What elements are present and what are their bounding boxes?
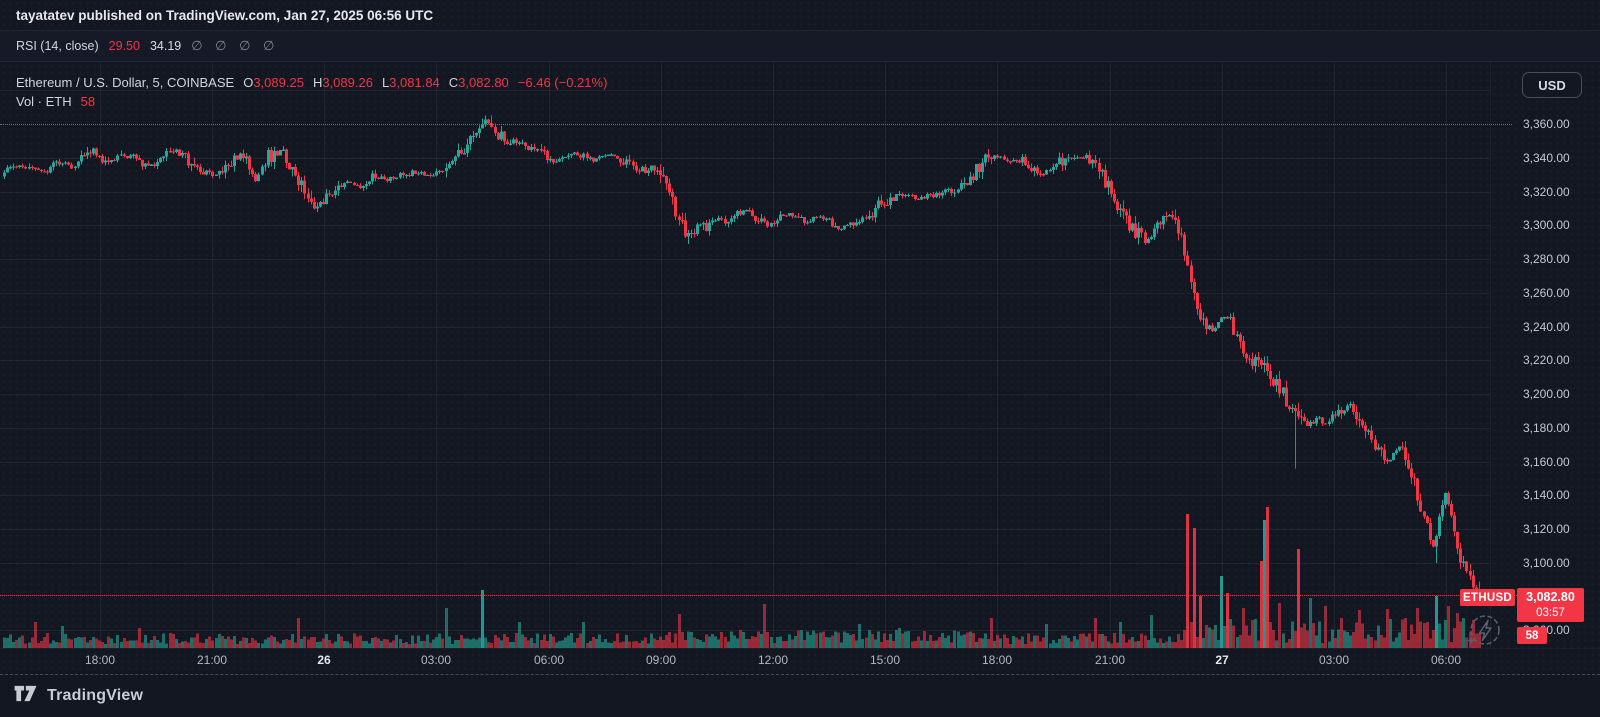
- price-axis-label: 3,100.00: [1523, 555, 1570, 570]
- volume-value: 58: [80, 94, 96, 109]
- current-price-dotted-line: [0, 595, 1517, 596]
- price-axis-label: 3,120.00: [1523, 522, 1570, 537]
- instant-trading-lightning-icon[interactable]: [1464, 612, 1502, 655]
- footer-separator: [0, 674, 1600, 675]
- time-axis-label: 21:00: [1094, 653, 1126, 667]
- high-value: H3,089.26: [312, 75, 373, 90]
- time-axis-label: 03:00: [1318, 653, 1350, 667]
- price-axis[interactable]: 3,360.00 3,340.00 3,320.00 3,300.00 3,280.00…: [1490, 62, 1600, 648]
- symbol-legend-row[interactable]: Ethereum / U.S. Dollar, 5, COINBASE O3,0…: [16, 75, 607, 90]
- price-axis-label: 3,200.00: [1523, 387, 1570, 402]
- symbol-price-badge: ETHUSD: [1460, 589, 1515, 606]
- open-value: O3,089.25: [243, 75, 304, 90]
- price-axis-label: 3,340.00: [1523, 150, 1570, 165]
- price-axis-label: 3,280.00: [1523, 252, 1570, 267]
- title-separator: [0, 30, 1600, 31]
- plot-bottom-border: [0, 648, 1600, 649]
- time-axis-label: 12:00: [757, 653, 789, 667]
- rsi-value: 29.50: [108, 39, 140, 53]
- change-value: −6.46 (−0.21%): [517, 75, 608, 90]
- last-price-value: 3,082.80: [1526, 590, 1575, 604]
- low-value: L3,081.84: [381, 75, 440, 90]
- time-axis-label: 18:00: [981, 653, 1013, 667]
- price-axis-label: 3,160.00: [1523, 454, 1570, 469]
- rsi-legend-row[interactable]: RSI (14, close) 29.50 34.19 ∅ ∅ ∅ ∅: [0, 31, 1600, 62]
- currency-toggle-button[interactable]: USD: [1522, 72, 1582, 98]
- tradingview-logo-icon[interactable]: [14, 685, 40, 707]
- price-axis-label: 3,260.00: [1523, 285, 1570, 300]
- close-value: C3,082.80: [448, 75, 509, 90]
- rsi-ma-value: 34.19: [149, 39, 182, 53]
- price-axis-label: 3,220.00: [1523, 353, 1570, 368]
- price-axis-label: 3,360.00: [1523, 117, 1570, 131]
- volume-label: Vol · ETH: [16, 94, 72, 109]
- volume-axis-badge: 58: [1517, 627, 1547, 644]
- price-axis-label: 3,320.00: [1523, 184, 1570, 199]
- rsi-label: RSI (14, close): [16, 39, 99, 53]
- time-axis-label: 21:00: [196, 653, 228, 667]
- price-axis-label: 3,140.00: [1523, 488, 1570, 503]
- price-axis-label: 3,180.00: [1523, 420, 1570, 435]
- time-axis-label: 18:00: [84, 653, 116, 667]
- published-info: tayatatev published on TradingView.com, …: [16, 8, 434, 23]
- last-price-label: 3,082.80 03:57: [1517, 588, 1584, 622]
- time-axis-label: 06:00: [533, 653, 565, 667]
- time-axis-label: 27: [1215, 653, 1229, 667]
- rsi-empty-values: ∅ ∅ ∅ ∅: [191, 38, 275, 53]
- price-axis-label: 3,240.00: [1523, 319, 1570, 334]
- price-axis-label: 3,300.00: [1523, 218, 1570, 233]
- volume-legend-row[interactable]: Vol · ETH 58: [16, 94, 95, 109]
- time-axis-label: 09:00: [645, 653, 677, 667]
- time-axis-label: 06:00: [1430, 653, 1462, 667]
- session-high-dotted-line: [0, 124, 1512, 125]
- tradingview-wordmark[interactable]: TradingView: [47, 687, 144, 704]
- symbol-title: Ethereum / U.S. Dollar, 5, COINBASE: [16, 75, 235, 90]
- time-axis-label: 15:00: [869, 653, 901, 667]
- time-axis[interactable]: 18:00 21:00 26 03:00 06:00 09:00 12:00 15:00 18:…: [0, 649, 1600, 674]
- price-axis-border: [1490, 62, 1491, 648]
- footer-bar: TradingView: [0, 675, 1600, 717]
- time-axis-label: 03:00: [420, 653, 452, 667]
- bar-countdown: 03:57: [1536, 606, 1565, 619]
- time-axis-label: 26: [317, 653, 331, 667]
